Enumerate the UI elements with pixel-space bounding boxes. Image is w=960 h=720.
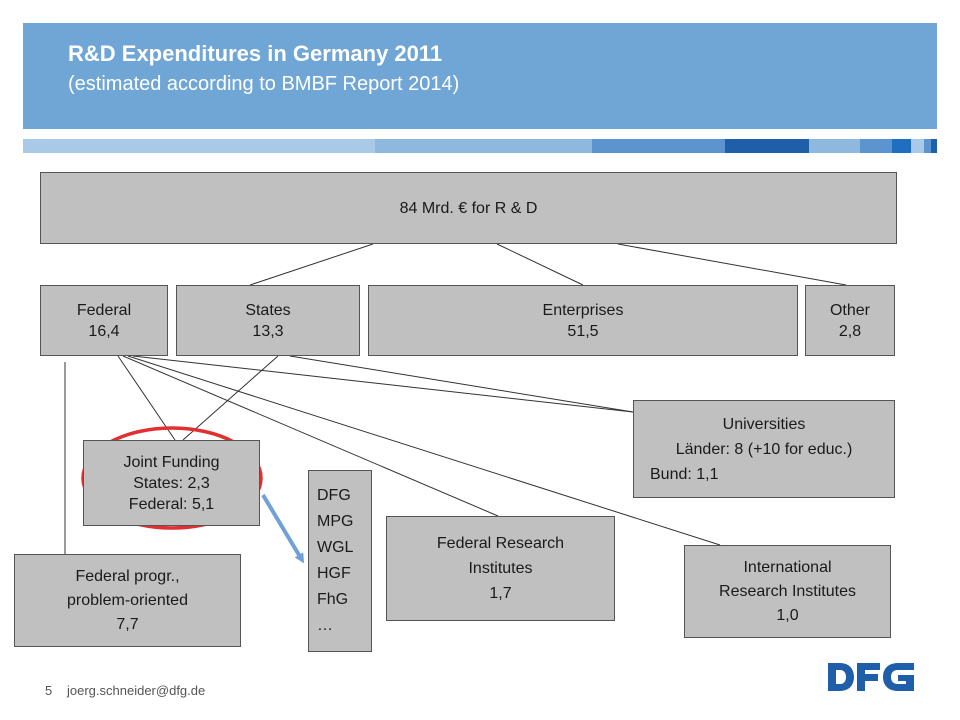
node-states-label: States xyxy=(245,301,291,319)
node-total-label: 84 Mrd. € for R & D xyxy=(399,199,538,217)
node-federal-programs-label-2: problem-oriented xyxy=(67,591,188,609)
line-federal-research xyxy=(122,355,499,517)
node-joint-funding-states: States: 2,3 xyxy=(133,474,210,492)
node-federal-value: 16,4 xyxy=(88,322,120,340)
line-federal-joint xyxy=(117,355,176,441)
line-federal-universities xyxy=(132,355,634,413)
node-joint-funding: Joint Funding States: 2,3 Federal: 5,1 xyxy=(83,440,260,526)
node-international-value: 1,0 xyxy=(776,606,799,624)
node-universities-bund: Bund: 1,1 xyxy=(650,465,719,483)
organization-item: … xyxy=(317,617,333,634)
node-federal-programs-value: 7,7 xyxy=(116,615,139,633)
node-international: International Research Institutes 1,0 xyxy=(684,545,891,638)
node-research-organizations: DFG MPG WGL HGF FhG … xyxy=(308,470,372,652)
line-total-other xyxy=(617,243,847,286)
page-number: 5 xyxy=(45,683,53,698)
node-federal-programs: Federal progr., problem-oriented 7,7 xyxy=(14,554,241,647)
page-subtitle: (estimated according to BMBF Report 2014… xyxy=(68,73,460,95)
node-universities-label: Universities xyxy=(722,415,806,433)
node-enterprises-value: 51,5 xyxy=(567,322,599,340)
line-total-states xyxy=(249,243,374,286)
node-enterprises: Enterprises 51,5 xyxy=(368,285,798,356)
node-enterprises-label: Enterprises xyxy=(542,301,624,319)
node-states: States 13,3 xyxy=(176,285,360,356)
node-universities: Universities Länder: 8 (+10 for educ.) B… xyxy=(633,400,895,498)
node-joint-funding-label: Joint Funding xyxy=(123,453,220,471)
line-states-joint xyxy=(182,355,279,441)
node-federal-programs-label: Federal progr., xyxy=(75,567,180,585)
node-other-value: 2,8 xyxy=(838,322,862,340)
node-federal-research-label-2: Institutes xyxy=(468,560,533,577)
line-states-universities xyxy=(289,355,634,413)
organization-item: FhG xyxy=(317,591,349,608)
node-universities-laender: Länder: 8 (+10 for educ.) xyxy=(675,440,853,458)
node-states-value: 13,3 xyxy=(252,322,284,340)
dfg-logo xyxy=(828,663,914,691)
page-title: R&D Expenditures in Germany 2011 xyxy=(68,41,443,66)
node-international-label-2: Research Institutes xyxy=(719,582,856,600)
highlight-arrow xyxy=(261,493,305,564)
title-banner: R&D Expenditures in Germany 2011 (estima… xyxy=(23,23,937,129)
node-other-label: Other xyxy=(829,301,870,319)
node-federal-research-label: Federal Research xyxy=(436,535,565,552)
organization-item: HGF xyxy=(317,565,351,582)
node-joint-funding-federal: Federal: 5,1 xyxy=(128,495,215,513)
organization-item: WGL xyxy=(317,539,354,556)
node-total: 84 Mrd. € for R & D xyxy=(40,172,897,244)
node-federal: Federal 16,4 xyxy=(40,285,168,356)
node-federal-research-value: 1,7 xyxy=(489,585,512,602)
line-federal-international xyxy=(127,355,721,546)
node-international-label: International xyxy=(743,558,832,576)
node-federal-label: Federal xyxy=(76,301,132,319)
node-other: Other 2,8 xyxy=(805,285,895,356)
organization-item: MPG xyxy=(317,513,354,530)
node-federal-research: Federal Research Institutes 1,7 xyxy=(386,516,615,621)
organization-item: DFG xyxy=(317,487,351,504)
footer-email: joerg.schneider@dfg.de xyxy=(67,683,206,698)
line-total-enterprises xyxy=(496,243,584,286)
